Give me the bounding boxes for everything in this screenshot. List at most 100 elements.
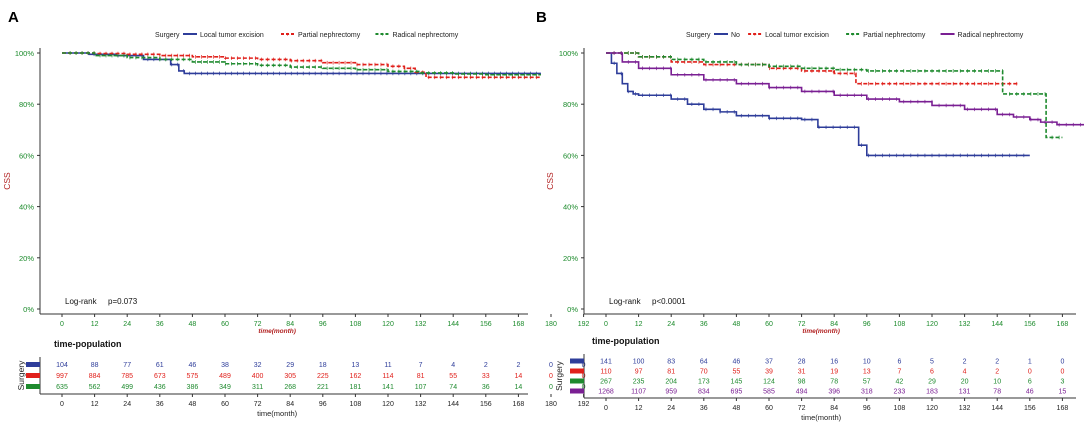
- km-curve: [62, 52, 541, 79]
- risk-cell: 2: [995, 359, 999, 366]
- risk-x-tick-label: 156: [480, 401, 492, 408]
- risk-cell: 173: [698, 379, 710, 386]
- x-tick-label: 156: [1024, 321, 1036, 328]
- risk-cell: 81: [667, 369, 675, 376]
- risk-cell: 673: [154, 373, 166, 380]
- risk-cell: 15: [1059, 389, 1067, 396]
- risk-x-tick-label: 132: [415, 401, 427, 408]
- risk-cell: 0: [549, 362, 553, 369]
- x-tick-label: 156: [480, 321, 492, 328]
- risk-x-tick-label: 108: [894, 405, 906, 412]
- logrank-label: Log-rank: [65, 297, 98, 306]
- x-tick-label: 0: [60, 321, 64, 328]
- risk-row-swatch: [570, 378, 584, 384]
- risk-cell: 107: [415, 384, 427, 391]
- logrank-label: Log-rank: [609, 297, 642, 306]
- risk-cell: 78: [830, 379, 838, 386]
- risk-x-tick-label: 60: [765, 405, 773, 412]
- risk-x-tick-label: 84: [830, 405, 838, 412]
- x-tick-label: 36: [700, 321, 708, 328]
- x-tick-label: 36: [156, 321, 164, 328]
- risk-cell: 585: [763, 389, 775, 396]
- risk-cell: 36: [482, 384, 490, 391]
- risk-cell: 5: [930, 359, 934, 366]
- risk-cell: 2: [484, 362, 488, 369]
- risk-cell: 6: [1028, 379, 1032, 386]
- risk-cell: 88: [91, 362, 99, 369]
- risk-row-swatch: [570, 358, 584, 364]
- risk-x-tick-label: 36: [156, 401, 164, 408]
- y-tick-label: 80%: [563, 100, 578, 109]
- risk-table-title: time-population: [592, 336, 660, 346]
- risk-cell: 4: [451, 362, 455, 369]
- risk-x-tick-label: 96: [863, 405, 871, 412]
- risk-cell: 14: [515, 384, 523, 391]
- risk-cell: 436: [154, 384, 166, 391]
- legend-mark: +: [286, 33, 290, 39]
- risk-x-tick-label: 12: [91, 401, 99, 408]
- risk-row-swatch: [570, 388, 584, 394]
- risk-cell: 183: [926, 389, 938, 396]
- risk-table-title: time-population: [54, 339, 122, 349]
- risk-cell: 141: [600, 359, 612, 366]
- risk-cell: 64: [700, 359, 708, 366]
- risk-cell: 695: [731, 389, 743, 396]
- risk-cell: 225: [317, 373, 329, 380]
- risk-cell: 77: [123, 362, 131, 369]
- y-tick-label: 80%: [19, 100, 34, 109]
- risk-cell: 834: [698, 389, 710, 396]
- x-tick-label: 96: [319, 321, 327, 328]
- risk-x-tick-label: 0: [604, 405, 608, 412]
- risk-cell: 235: [633, 379, 645, 386]
- x-tick-label: 12: [91, 321, 99, 328]
- risk-cell: 55: [733, 369, 741, 376]
- risk-x-tick-label: 144: [991, 405, 1003, 412]
- x-tick-label: 0: [604, 321, 608, 328]
- risk-cell: 11: [384, 362, 391, 369]
- risk-cell: 349: [219, 384, 231, 391]
- risk-cell: 46: [189, 362, 197, 369]
- x-tick-label: 84: [286, 321, 294, 328]
- risk-cell: 10: [993, 379, 1001, 386]
- risk-cell: 267: [600, 379, 612, 386]
- y-tick-label: 0%: [23, 305, 34, 314]
- x-tick-label: 24: [123, 321, 131, 328]
- risk-cell: 7: [897, 369, 901, 376]
- km-curve: [606, 52, 1030, 157]
- x-tick-label: 108: [350, 321, 362, 328]
- risk-x-tick-label: 0: [60, 401, 64, 408]
- risk-cell: 6: [897, 359, 901, 366]
- panel-b: B Surgery No + Local tumor excision + Partial …: [536, 9, 1084, 422]
- risk-x-tick-label: 120: [382, 401, 394, 408]
- x-tick-label: 180: [545, 321, 557, 328]
- risk-x-axis-label: time(month): [801, 413, 842, 422]
- risk-x-tick-label: 180: [545, 401, 557, 408]
- risk-table-row-label: Surgery: [16, 360, 26, 391]
- legend-title: Surgery: [155, 32, 180, 39]
- risk-cell: 57: [863, 379, 871, 386]
- risk-cell: 499: [121, 384, 133, 391]
- risk-cell: 18: [319, 362, 327, 369]
- risk-x-axis-label: time(month): [257, 409, 298, 418]
- x-tick-label: 72: [798, 321, 806, 328]
- risk-x-tick-label: 48: [733, 405, 741, 412]
- risk-cell: 145: [731, 379, 743, 386]
- y-axis-label: CSS: [545, 172, 555, 190]
- risk-cell: 81: [417, 373, 425, 380]
- risk-cell: 29: [928, 379, 936, 386]
- risk-cell: 39: [765, 369, 773, 376]
- risk-cell: 78: [993, 389, 1001, 396]
- risk-cell: 42: [896, 379, 904, 386]
- risk-cell: 13: [863, 369, 871, 376]
- logrank-annotation: Log-rank p<0.0001: [609, 297, 686, 306]
- risk-cell: 114: [382, 373, 393, 380]
- risk-cell: 61: [156, 362, 164, 369]
- risk-cell: 311: [252, 384, 263, 391]
- legend-entry: Local tumor excision: [765, 32, 829, 39]
- risk-x-tick-label: 36: [700, 405, 708, 412]
- risk-cell: 3: [1060, 379, 1064, 386]
- x-tick-label: 48: [733, 321, 741, 328]
- risk-table-row-label: Surgery: [554, 360, 564, 391]
- risk-cell: 6: [930, 369, 934, 376]
